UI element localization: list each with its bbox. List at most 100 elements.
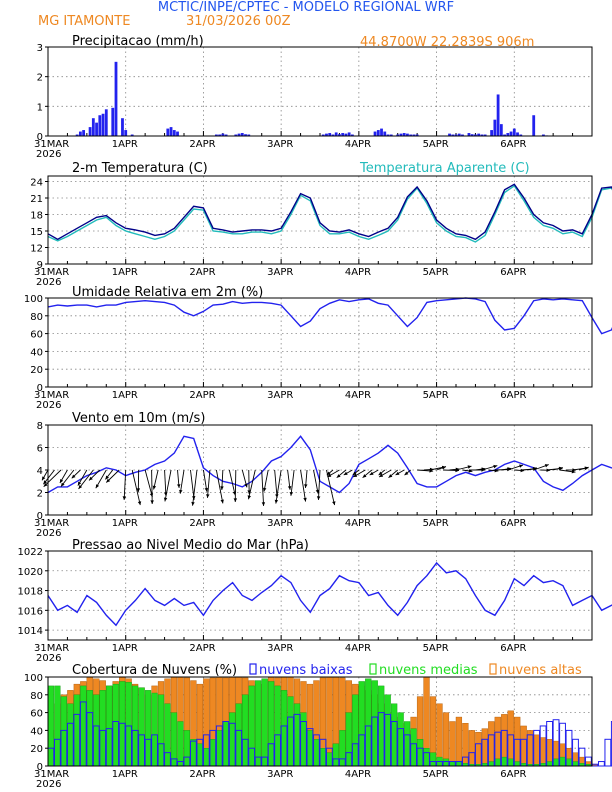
wind-arrow-head [43, 482, 48, 487]
run-time-label: 31/03/2026 00Z [186, 14, 291, 29]
x-tick-label: 31MAR [34, 643, 69, 654]
wind-arrow-head [220, 499, 224, 504]
mid-cloud-bar [306, 730, 314, 767]
wind-arrow-head [61, 482, 65, 487]
x-tick-label: 5APR [423, 267, 449, 278]
precip-bar [344, 133, 348, 136]
x-tick-label: 31MAR [34, 769, 69, 780]
precip-bar [341, 133, 345, 136]
mid-cloud-bar [151, 692, 158, 767]
x-tick-label: 31MAR [34, 139, 69, 150]
precip-bar [88, 127, 92, 136]
high-cloud-bar [449, 721, 456, 767]
precip-bar [114, 61, 118, 137]
x-tick-label: 3APR [267, 390, 293, 401]
wind-arrow-head [152, 485, 157, 490]
mid-cloud-bar [429, 752, 437, 767]
wind-panel: 0 2 4 6 8 31MAR 1APR 2APR 3APR 4APR 5APR 6APR 2026 Ve… [34, 411, 612, 539]
precip-bar [415, 134, 419, 136]
mid-cloud-bar [300, 712, 307, 767]
low-cloud-bar [604, 738, 612, 767]
precip-bar [399, 133, 403, 136]
precip-bar [406, 133, 409, 136]
x-tick-label: 1APR [112, 518, 138, 529]
y-tick-label: 60 [30, 709, 43, 720]
y-tick-label: 1022 [18, 547, 43, 558]
mid-cloud-bar [170, 712, 178, 767]
mid-cloud-bar [125, 682, 132, 767]
y-tick-label: 6 [37, 444, 43, 455]
wind-arrow [263, 469, 269, 492]
wind-arrow [290, 469, 295, 496]
precip-bar [383, 131, 387, 136]
x-tick-label: 2APR [189, 769, 215, 780]
precip-bar [244, 134, 247, 136]
mid-cloud-bar [222, 721, 229, 767]
mid-cloud-bar [416, 739, 424, 767]
wind-arrow-head [274, 499, 279, 504]
mid-cloud-bar [552, 758, 560, 767]
mid-cloud-bar [345, 712, 352, 767]
wind-arrow-head [558, 466, 563, 471]
year-label: 2026 [36, 779, 61, 790]
plot-frame [47, 175, 593, 265]
precip-bar [516, 132, 519, 136]
legend-high-clouds-swatch [489, 663, 497, 675]
panel-title: Umidade Relativa em 2m (%) [72, 285, 263, 300]
mid-cloud-bar [274, 685, 281, 767]
precip-bar [82, 130, 86, 136]
chart-title: MCTIC/INPE/CPTEC - MODELO REGIONAL WRF [158, 0, 454, 15]
wind-arrow-head [150, 500, 154, 504]
x-tick-label: 4APR [345, 267, 371, 278]
mid-cloud-bar [488, 761, 495, 767]
low-cloud-bar [610, 721, 612, 767]
x-tick-label: 2APR [189, 390, 215, 401]
wind-arrow [123, 469, 127, 500]
y-tick-label: 1020 [18, 567, 43, 578]
wind-arrow-head [191, 501, 195, 506]
wind-arrow-head [59, 479, 64, 483]
wind-arrow [144, 469, 153, 498]
x-tick-label: 6APR [500, 518, 526, 529]
precip-bar [376, 130, 380, 136]
mid-cloud-bar [267, 681, 275, 767]
wind-arrow [131, 469, 141, 506]
wind-arrow [313, 469, 319, 494]
mid-cloud-bar [216, 730, 223, 767]
precip-bar [240, 133, 244, 136]
precip-bar [104, 109, 108, 136]
mid-cloud-bar [358, 681, 365, 767]
high-cloud-bar [455, 716, 463, 767]
wind-arrow-head [315, 489, 320, 494]
wind-arrow [151, 469, 153, 505]
wind-arrow [248, 469, 256, 500]
mid-cloud-bar [106, 685, 113, 767]
mid-cloud-bar [455, 761, 463, 767]
mid-cloud-bar [138, 687, 145, 767]
mid-cloud-bar [559, 756, 566, 767]
wind-arrow-head [163, 497, 168, 502]
mid-cloud-bar [131, 685, 139, 767]
wind-arrow-head [233, 498, 238, 502]
pressure-panel: 1014 1016 1018 1020 1022 31MAR 1APR 2APR 3APR 4AP… [18, 538, 612, 664]
y-tick-label: 0 [37, 132, 43, 143]
cloud-cover-panel: 0 20 40 60 80 100 31MAR 1APR 2APR 3APR 4APR 5APR 6AP… [24, 663, 612, 790]
precip-bar [331, 134, 335, 136]
wind-arrow-head [220, 486, 224, 490]
x-tick-label: 31MAR [34, 518, 69, 529]
x-tick-label: 3APR [267, 643, 293, 654]
x-tick-label: 5APR [423, 643, 449, 654]
legend-high-clouds: nuvens altas [499, 663, 582, 678]
precip-bar [380, 128, 383, 136]
high-cloud-bar [507, 710, 514, 767]
y-tick-label: 100 [24, 294, 43, 305]
y-tick-label: 0 [37, 511, 43, 522]
precip-bar [172, 130, 176, 136]
mid-cloud-bar [164, 703, 171, 767]
mid-cloud-bar [326, 752, 333, 767]
precip-bar [91, 118, 95, 136]
legend-low-clouds-swatch [249, 663, 257, 675]
wind-arrow [179, 469, 185, 494]
precip-bar [221, 133, 225, 136]
mid-cloud-bar [514, 761, 521, 767]
